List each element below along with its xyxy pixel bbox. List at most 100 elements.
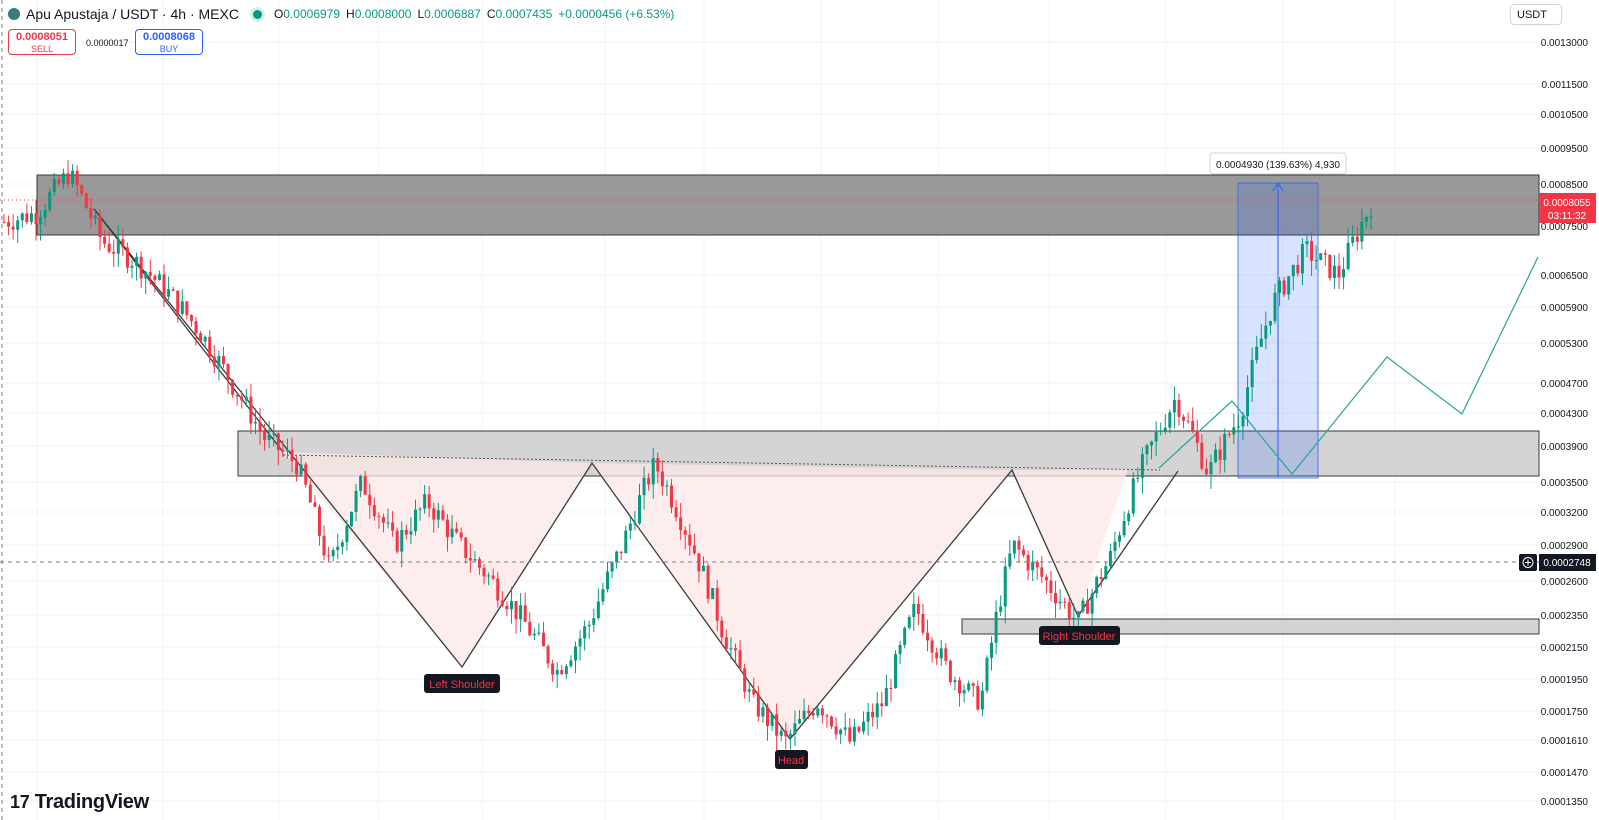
candle-body (1364, 217, 1368, 222)
candle-body (112, 251, 116, 254)
buy-button[interactable]: 0.0008068 BUY (135, 29, 203, 55)
candle-body (615, 551, 619, 563)
candle-body (514, 601, 518, 620)
candle-body (2, 221, 6, 223)
head-label-bg (775, 750, 808, 769)
candle-body (866, 711, 870, 722)
crosshair-price-value: 0.0002748 (1543, 558, 1591, 569)
candle-body (89, 208, 93, 219)
sell-button[interactable]: 0.0008051 SELL (8, 29, 76, 55)
price-axis-tick: 0.0002350 (1541, 611, 1589, 622)
sell-price: 0.0008051 (16, 31, 68, 43)
candle-body (1086, 600, 1090, 614)
candle-body (48, 192, 52, 210)
candle-body (857, 726, 861, 732)
candle-body (1227, 433, 1231, 435)
price-axis-tick: 0.0008500 (1541, 180, 1589, 191)
candle-body (226, 364, 230, 380)
candle-body (976, 685, 980, 710)
candle-body (990, 642, 994, 658)
price-axis-tick: 0.0004300 (1541, 409, 1589, 420)
price-axis-tick: 0.0001950 (1541, 675, 1589, 686)
currency-selector[interactable]: USDT (1510, 4, 1562, 25)
candle-body (962, 690, 966, 694)
price-axis[interactable]: 0.0013000 0.0011500 0.0010500 0.0009500 0.00… (1541, 38, 1589, 808)
head-fill (592, 463, 1012, 739)
candle-body (103, 236, 107, 244)
candle-body (468, 558, 472, 561)
open-value: 0.0006979 (283, 7, 341, 21)
candle-body (766, 707, 770, 727)
candle-body (637, 495, 641, 524)
candle-body (413, 509, 417, 532)
candle-body (34, 213, 38, 225)
candle-body (532, 633, 536, 636)
candle-body (1076, 611, 1080, 618)
candle-body (1332, 265, 1336, 279)
candle-body (674, 507, 678, 518)
candle-body (633, 523, 637, 525)
candle-body (715, 588, 719, 621)
candle-body (811, 712, 815, 716)
head-label: Head (778, 755, 804, 767)
candle-body (1291, 264, 1295, 277)
candle-body (1049, 580, 1053, 594)
candle-body (263, 431, 267, 440)
candle-body (669, 485, 673, 508)
candlestick-series (2, 160, 1373, 753)
candle-body (967, 683, 971, 691)
candle-body (1214, 449, 1218, 463)
candle-body (1108, 550, 1112, 567)
pattern-labels: Left Shoulder Head Right Shoulder (424, 626, 1120, 769)
candle-body (349, 511, 353, 527)
candle-body (1236, 426, 1240, 428)
candle-body (1273, 292, 1277, 321)
high-value: 0.0008000 (354, 7, 412, 21)
candle-body (839, 729, 843, 735)
candle-body (884, 687, 888, 707)
tradingview-logo[interactable]: 17 TradingView (10, 791, 149, 814)
price-axis-tick: 0.0007500 (1541, 222, 1589, 233)
candle-body (57, 179, 61, 184)
candle-body (519, 605, 523, 620)
candle-body (994, 611, 998, 643)
candle-body (199, 333, 203, 342)
candle-body (624, 530, 628, 554)
candle-body (409, 531, 413, 535)
candle-body (240, 396, 244, 401)
projection-path[interactable] (1158, 256, 1539, 475)
candle-body (509, 601, 513, 610)
price-axis-tick: 0.0005300 (1541, 339, 1589, 350)
candle-body (1346, 242, 1350, 270)
candle-body (500, 600, 504, 606)
candle-body (157, 274, 161, 281)
candle-body (1150, 441, 1154, 446)
measure-tool[interactable] (1237, 182, 1319, 479)
candle-body (1246, 387, 1250, 417)
candle-body (43, 209, 47, 218)
symbol-title[interactable]: Apu Apustaja / USDT · 4h · MEXC (26, 6, 239, 22)
candle-body (935, 652, 939, 659)
crosshair-price-tag: 0.0002748 (1519, 554, 1596, 571)
candle-body (395, 530, 399, 552)
candle-body (272, 433, 276, 435)
candle-body (1186, 420, 1190, 422)
candle-body (98, 215, 102, 237)
candle-body (752, 689, 756, 695)
resistance-zone[interactable] (36, 174, 1540, 236)
candle-body (1369, 216, 1373, 218)
candle-body (1200, 442, 1204, 469)
candle-body (368, 494, 372, 506)
candle-body (212, 356, 216, 367)
candle-body (231, 379, 235, 395)
candle-body (825, 715, 829, 717)
candle-body (1204, 468, 1208, 475)
candle-body (1296, 264, 1300, 274)
candle-body (651, 458, 655, 485)
candle-body (560, 670, 564, 675)
close-value: 0.0007435 (495, 7, 553, 21)
crosshair-plus-icon[interactable] (1522, 557, 1534, 568)
candle-body (267, 434, 271, 440)
measure-arrow-head (1272, 182, 1284, 192)
